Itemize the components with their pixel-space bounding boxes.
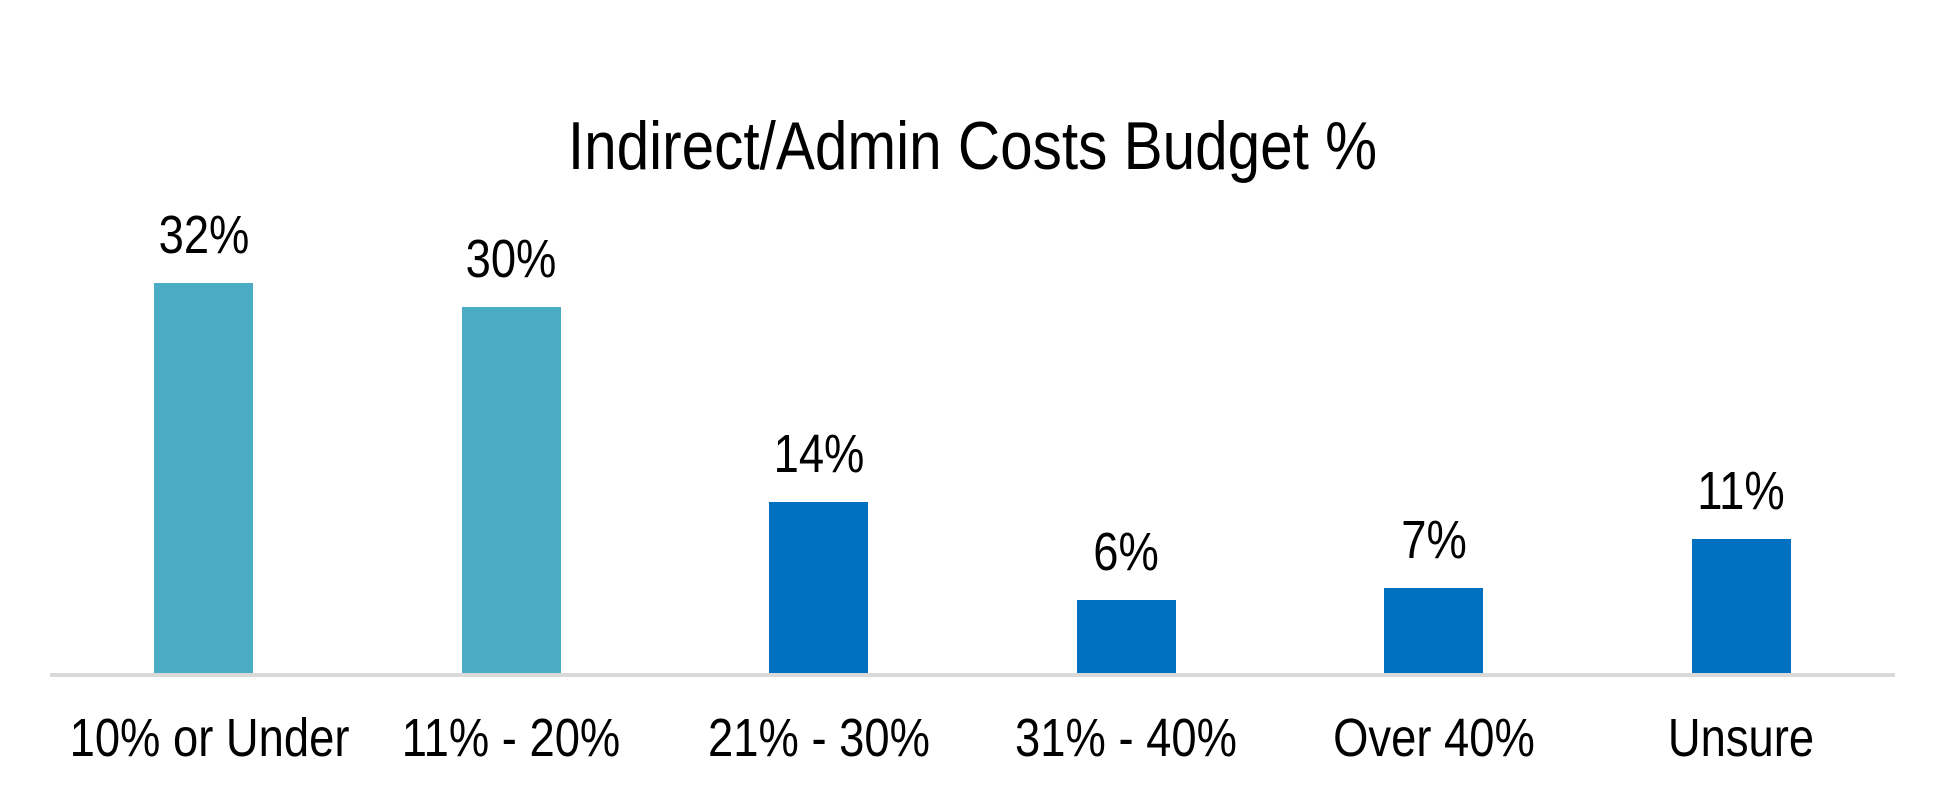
bar-value-label: 32% — [158, 204, 250, 265]
bar-value-label: 7% — [1400, 509, 1467, 570]
category-label: 31% - 40% — [1015, 708, 1238, 768]
bar-value-label: 11% — [1697, 460, 1785, 521]
category-label: Over 40% — [1332, 708, 1535, 768]
category-label: Unsure — [1668, 708, 1815, 768]
bar-value-label: 30% — [465, 229, 557, 289]
bar — [1076, 599, 1176, 673]
bar — [461, 307, 561, 673]
bar — [1384, 587, 1484, 673]
category-label: 21% - 30% — [707, 708, 930, 768]
chart-title: Indirect/Admin Costs Budget % — [567, 108, 1378, 184]
x-axis-line — [50, 673, 1895, 677]
category-label: 11% - 20% — [401, 708, 621, 768]
bar-value-label: 14% — [773, 424, 865, 485]
bar — [154, 282, 254, 673]
category-label: 10% or Under — [69, 708, 350, 768]
bar — [769, 502, 869, 673]
bar-value-label: 6% — [1093, 521, 1160, 582]
bar — [1691, 538, 1791, 673]
